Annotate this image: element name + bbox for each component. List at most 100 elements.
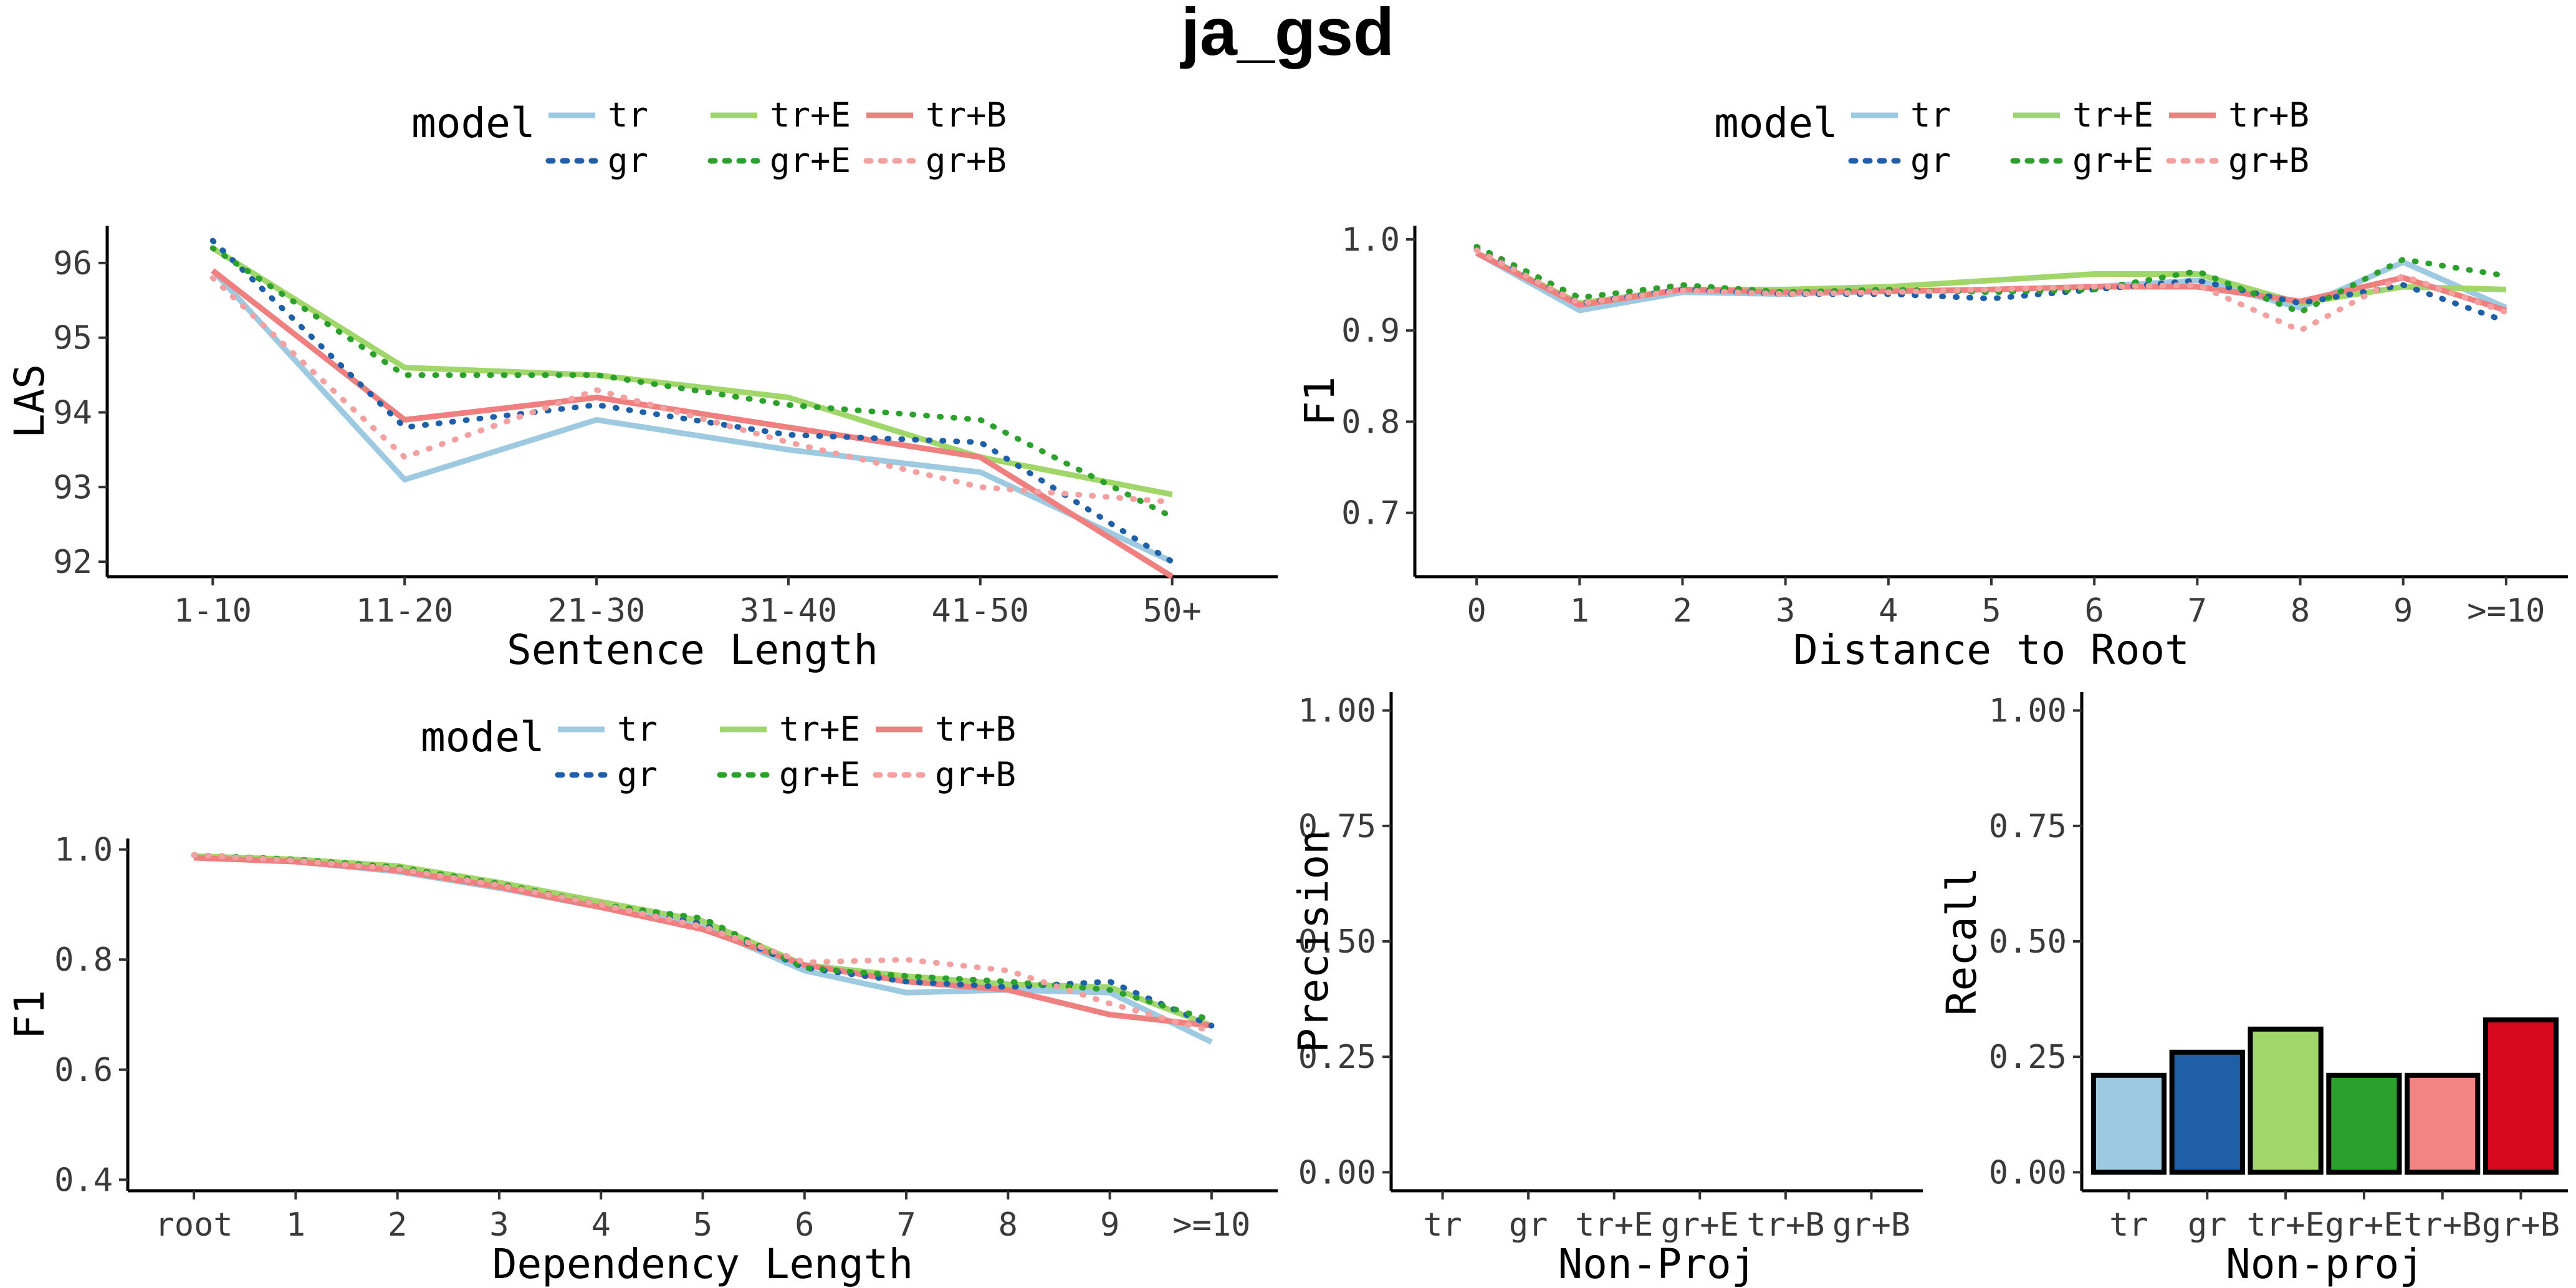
x-tick-label: gr+B (2482, 1206, 2560, 1244)
legend-distance-to-root: model tr gr tr+E gr+E tr+B gr+B (1714, 95, 2309, 180)
legend-label: tr+B (2228, 95, 2309, 135)
y-tick-label: 95 (53, 320, 92, 357)
x-tick-label: 3 (1776, 592, 1795, 630)
x-tick-label: 4 (1879, 592, 1898, 630)
x-tick-label: tr+E (1575, 1206, 1653, 1244)
x-tick-label: 2 (388, 1206, 407, 1244)
x-axis-title: Distance to Root (1793, 626, 2190, 674)
x-tick-label: 9 (1100, 1206, 1119, 1244)
legend-dependency-length: model tr gr tr+E gr+E tr+B gr+B (421, 709, 1016, 794)
x-axis-title: Non-Proj (1558, 1240, 1756, 1288)
series-line-gr-plus-E (209, 245, 1175, 520)
legend-label: gr+B (935, 755, 1016, 794)
x-axis-title: Dependency Length (492, 1240, 914, 1288)
chart-sentence_length: 92 93 94 95 96 LAS Sentence Length 1-10 11-20 21-… (6, 226, 1278, 674)
y-tick-label: 0.50 (1989, 923, 2067, 961)
legend-label: tr+E (779, 709, 860, 749)
x-tick-label: 1 (286, 1206, 305, 1244)
y-tick-label: 1.00 (1298, 693, 1376, 730)
y-axis-title: LAS (6, 364, 54, 438)
legend-sentence-length: model tr gr tr+E gr+E tr+B gr+B (411, 95, 1007, 180)
x-tick-label: 8 (998, 1206, 1018, 1244)
x-tick-label: >=10 (1172, 1206, 1250, 1244)
x-tick-label: 6 (795, 1206, 814, 1244)
legend-label: tr+B (935, 709, 1016, 749)
x-tick-label: >=10 (2467, 592, 2545, 630)
y-axis-title: F1 (6, 990, 54, 1039)
x-axis-title: Sentence Length (507, 626, 878, 674)
y-tick-label: 0.8 (54, 941, 113, 979)
y-tick-label: 92 (53, 544, 92, 581)
x-tick-label: 50+ (1143, 592, 1202, 630)
y-axis-title: F1 (1296, 377, 1344, 426)
y-tick-label: 0.25 (1989, 1039, 2067, 1076)
y-axis-title: Recall (1938, 867, 1986, 1016)
x-tick-label: tr+B (2403, 1206, 2481, 1244)
legend-label: tr+E (2072, 95, 2153, 135)
x-tick-label: 21-30 (548, 592, 646, 630)
legend-title: model (421, 713, 545, 761)
legend-label: tr+B (926, 95, 1007, 135)
y-tick-label: 94 (53, 394, 92, 431)
x-tick-label: 5 (693, 1206, 712, 1244)
y-axis-title: Precision (1290, 830, 1338, 1053)
y-tick-label: 93 (53, 469, 92, 506)
series-line-tr (193, 855, 1213, 1045)
series-line-gr-plus-B (209, 275, 1175, 505)
x-tick-label: gr+E (1661, 1206, 1739, 1244)
y-tick-label: 0.75 (1989, 808, 2067, 845)
x-tick-label: 7 (2188, 592, 2207, 630)
x-tick-label: 6 (2085, 592, 2104, 630)
x-tick-label: gr+B (1832, 1206, 1910, 1244)
x-tick-label: 4 (591, 1206, 611, 1244)
chart-dependency_length: 0.4 0.6 0.8 1.0 F1 Dependency Length root 1 2 3 4 5… (6, 832, 1278, 1288)
x-tick-label: gr (2188, 1206, 2227, 1244)
bar-gr-plus-B (2483, 1017, 2559, 1175)
legend-label: tr (617, 709, 658, 749)
chart-distance_to_root: 0.7 0.8 0.9 1.0 F1 Distance to Root 0 1 2 3 4 5 6 7 8 9… (1296, 221, 2568, 674)
y-tick-label: 0.8 (1341, 403, 1400, 441)
y-tick-label: 0.00 (1989, 1154, 2067, 1191)
legend-label: gr+B (2228, 141, 2309, 180)
x-tick-label: gr (1509, 1206, 1548, 1244)
x-tick-label: tr (1423, 1206, 1462, 1244)
x-axis-title: Non-proj (2226, 1240, 2424, 1288)
y-tick-label: 1.00 (1989, 693, 2067, 730)
x-tick-label: 2 (1673, 592, 1692, 630)
legend-label: tr+E (770, 95, 851, 135)
legend-title: model (1714, 99, 1838, 147)
y-tick-label: 0.25 (1298, 1039, 1376, 1076)
series-line-gr-plus-E (191, 852, 1215, 1023)
x-tick-label: 9 (2393, 592, 2413, 630)
y-tick-label: 0.4 (54, 1161, 113, 1199)
y-tick-label: 1.0 (1341, 221, 1400, 259)
y-tick-label: 0.50 (1298, 923, 1376, 961)
legend-label: tr (1910, 95, 1951, 135)
legend-label: tr (608, 95, 648, 135)
x-tick-label: 7 (896, 1206, 916, 1244)
x-tick-label: 3 (489, 1206, 509, 1244)
x-tick-label: tr+E (2246, 1206, 2324, 1244)
y-tick-label: 0.00 (1298, 1154, 1376, 1191)
x-tick-label: 11-20 (356, 592, 454, 630)
bar-tr (2090, 1072, 2167, 1175)
series-line-tr-plus-B (1475, 250, 2507, 314)
y-tick-label: 0.75 (1298, 808, 1376, 845)
x-tick-label: 0 (1467, 592, 1486, 630)
chart-nonproj_precision: 0.00 0.25 0.50 0.75 1.00 Precision Non-Proj tr g… (1290, 692, 1923, 1288)
x-tick-label: 1 (1570, 592, 1589, 630)
x-tick-label: 41-50 (932, 592, 1030, 630)
y-tick-label: 0.7 (1341, 495, 1400, 532)
y-tick-label: 96 (53, 245, 92, 282)
legend-label: gr+B (926, 141, 1007, 180)
bar-tr-plus-E (2248, 1026, 2324, 1175)
y-tick-label: 1.0 (54, 832, 113, 869)
legend-title: model (411, 99, 535, 147)
bar-gr (2169, 1049, 2245, 1175)
main-title: ja_gsd (1180, 0, 1394, 69)
x-tick-label: 31-40 (740, 592, 838, 630)
series-line-tr-plus-B (193, 855, 1212, 1029)
x-tick-label: root (155, 1206, 233, 1244)
